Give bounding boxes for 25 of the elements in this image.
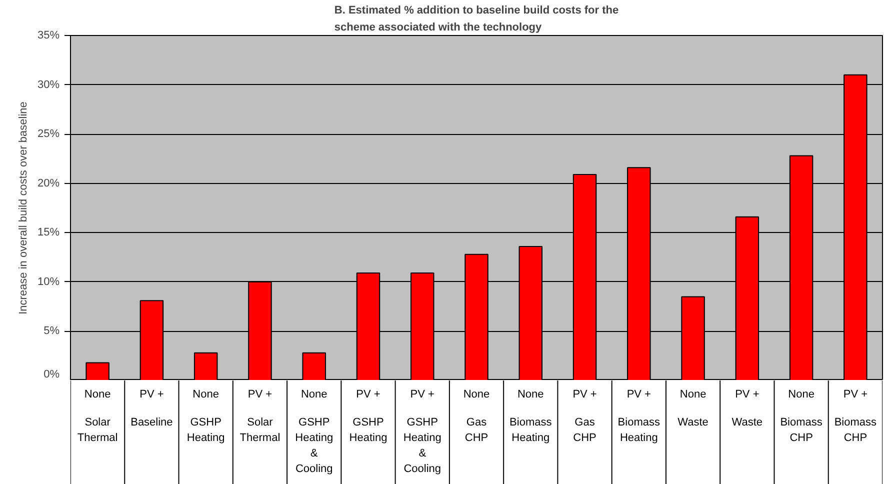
y-tick-label: 20% (37, 177, 60, 190)
category-label: None Gas CHP (463, 388, 490, 444)
category-label: PV + Waste (732, 388, 763, 428)
category-label: PV + Baseline (130, 388, 173, 428)
category-label: PV + Biomass Heating (618, 388, 660, 444)
category-label: None Biomass Heating (510, 388, 552, 444)
y-tick-label: 25% (37, 128, 60, 140)
category-label: None GSHP Heating & Cooling (295, 388, 334, 475)
y-tick-label: 10% (37, 276, 60, 288)
y-tick-label: 15% (37, 226, 60, 239)
category-label: None Biomass CHP (780, 388, 822, 444)
chart-title: B. Estimated % addition to baseline build costs for the scheme associated with the technology (334, 4, 619, 34)
category-label: None GSHP Heating (186, 388, 225, 444)
category-label: None Solar Thermal (77, 388, 118, 444)
category-label: PV + Gas CHP (572, 388, 597, 444)
y-axis-title: Increase in overall build costs over baseline (17, 102, 30, 314)
category-label: PV + Biomass CHP (834, 388, 877, 444)
y-tick-label: 35% (37, 30, 60, 42)
category-label: PV + Solar Thermal (240, 388, 280, 444)
category-label: None Waste (678, 388, 708, 428)
y-tick-label: 30% (37, 78, 60, 91)
y-tick-label: 5% (44, 325, 60, 338)
category-label: PV + GSHP Heating & Cooling (403, 388, 442, 475)
category-label: PV + GSHP Heating (349, 388, 388, 444)
y-tick-label: 0% (44, 368, 60, 380)
